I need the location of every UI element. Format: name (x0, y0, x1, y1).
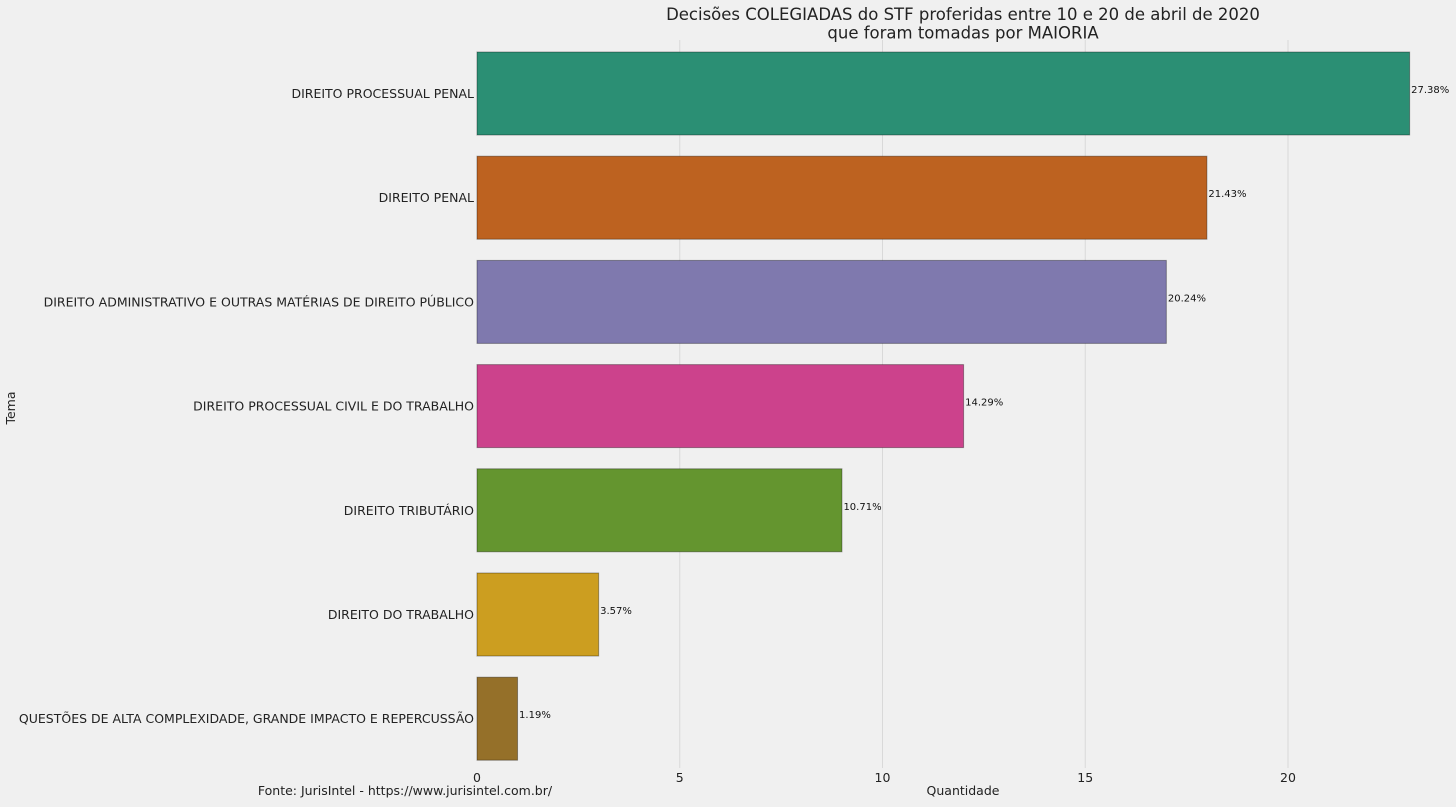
category-label: DIREITO ADMINISTRATIVO E OUTRAS MATÉRIAS… (44, 294, 475, 309)
bar (476, 155, 1208, 240)
data-label: 1.19% (519, 710, 551, 721)
category-labels: DIREITO PROCESSUAL PENAL DIREITO PENAL DIR… (19, 86, 474, 726)
x-tick-label: 10 (875, 770, 891, 785)
category-label: QUESTÕES DE ALTA COMPLEXIDADE, GRANDE IM… (19, 711, 474, 726)
x-tick-label: 5 (676, 770, 684, 785)
data-labels: 27.38% 21.43% 20.24% 14.29% 10.71% 3.57% 1.19% (519, 85, 1449, 721)
bar (476, 364, 965, 449)
data-label: 27.38% (1411, 85, 1449, 96)
category-label: DIREITO PENAL (379, 190, 474, 205)
category-label: DIREITO PROCESSUAL CIVIL E DO TRABALHO (193, 399, 474, 414)
x-axis-label: Quantidade (927, 783, 1000, 798)
data-label: 14.29% (965, 398, 1003, 409)
chart-title-line: Decisões COLEGIADAS do STF proferidas en… (666, 5, 1260, 24)
bar (476, 468, 843, 553)
x-tick-label: 0 (473, 770, 481, 785)
category-label: DIREITO DO TRABALHO (328, 607, 474, 622)
bars (476, 51, 1411, 761)
x-tick-label: 15 (1077, 770, 1093, 785)
bar (476, 572, 600, 657)
bar (476, 51, 1411, 136)
chart-title-line: que foram tomadas por MAIORIA (827, 24, 1099, 43)
x-tick-label: 20 (1280, 770, 1296, 785)
data-label: 20.24% (1168, 293, 1206, 304)
x-tick-labels: 0 5 10 15 20 (473, 770, 1296, 785)
chart-title: Decisões COLEGIADAS do STF proferidas en… (666, 5, 1260, 43)
y-axis-label: Tema (3, 391, 18, 425)
data-label: 3.57% (600, 606, 632, 617)
source-note: Fonte: JurisIntel - https://www.jurisint… (258, 783, 553, 798)
bar (476, 259, 1167, 344)
category-label: DIREITO TRIBUTÁRIO (344, 503, 474, 518)
data-label: 10.71% (843, 502, 881, 513)
data-label: 21.43% (1208, 189, 1246, 200)
category-label: DIREITO PROCESSUAL PENAL (291, 86, 474, 101)
bar (476, 676, 519, 761)
